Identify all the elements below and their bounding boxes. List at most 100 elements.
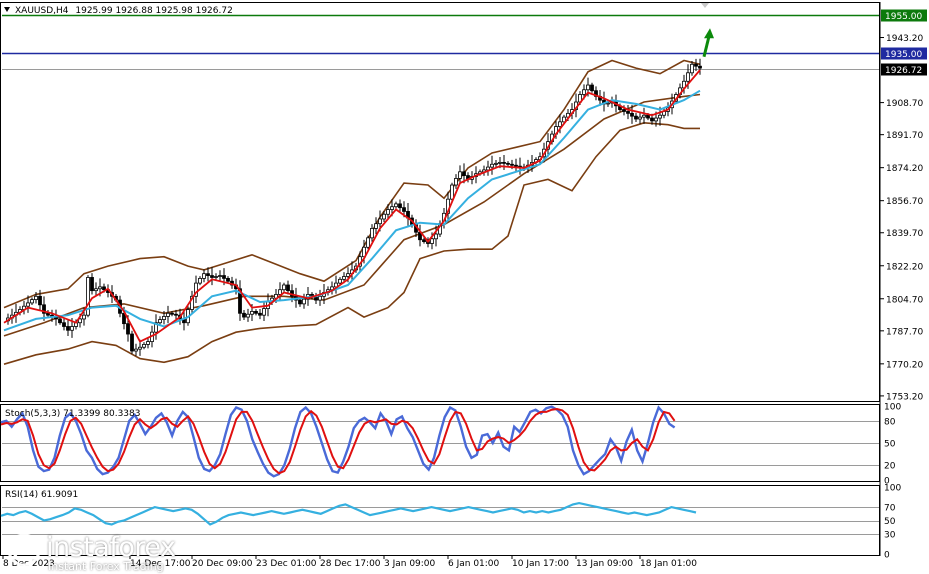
candle: [698, 58, 702, 75]
ohlc-readout: 1925.99 1926.88 1925.98 1926.72: [75, 6, 232, 16]
candle-body: [690, 63, 694, 74]
svg-text:XAUUSD,H4 1925.99 1926.88: XAUUSD,H4 1925.99 1926.88 1925.98 1926.7…: [15, 6, 233, 16]
stoch-signal-line: [0, 407, 676, 475]
chart-shift-marker-icon[interactable]: [701, 3, 709, 8]
candle-body: [498, 161, 502, 164]
candle-body: [98, 286, 102, 290]
rsi-line: [0, 501, 697, 526]
candle: [58, 316, 62, 325]
candle-body: [66, 326, 70, 331]
candle-body: [646, 114, 650, 119]
logo-tagline: Instant Forex Trading: [48, 560, 164, 573]
rsi-panel[interactable]: [0, 485, 880, 556]
candle: [694, 58, 698, 72]
candle-body: [262, 308, 266, 316]
price-tick-label: 1822.20: [886, 262, 923, 272]
candle-body: [490, 163, 494, 168]
candle-body: [130, 333, 134, 352]
candle-body: [558, 121, 562, 127]
candle-body: [202, 273, 206, 279]
candle: [254, 309, 258, 316]
candle-body: [62, 322, 66, 327]
time-tick-label: 10 Jan 17:00: [512, 559, 569, 569]
candle: [190, 290, 194, 315]
candle-body: [222, 275, 226, 279]
candle-body: [386, 209, 390, 215]
price-tick-label: 1874.20: [886, 164, 923, 174]
candle-body: [242, 312, 246, 318]
logo-name: instaforex: [46, 532, 176, 563]
candle: [62, 318, 66, 331]
candle: [154, 314, 158, 340]
candle-body: [58, 318, 62, 324]
level-tag-1955.00: [881, 9, 927, 22]
candle-body: [586, 84, 590, 91]
candle-body: [258, 312, 262, 316]
candle-body: [506, 162, 510, 165]
candle-body: [38, 295, 42, 306]
up-arrow-head: [704, 28, 714, 39]
candle: [590, 82, 594, 93]
candle: [34, 291, 38, 304]
candle-body: [338, 278, 342, 284]
candle-body: [134, 348, 138, 352]
candle: [454, 174, 458, 189]
candle-body: [78, 318, 82, 324]
price-tick-label: 1943.20: [886, 34, 923, 44]
candle: [494, 160, 498, 168]
candle-body: [422, 239, 426, 243]
time-tick-label: 6 Jan 01:00: [448, 559, 500, 569]
candle: [434, 225, 438, 247]
candle: [246, 308, 250, 322]
rsi-tick-label: 30: [884, 530, 896, 540]
candle: [634, 112, 638, 122]
candle-body: [238, 288, 242, 314]
candle-body: [630, 112, 634, 117]
candle-body: [686, 72, 690, 82]
candle: [130, 330, 134, 354]
price-tick-label: 1891.70: [886, 131, 923, 141]
candle: [422, 237, 426, 244]
candle-body: [654, 117, 658, 122]
up-arrow-shaft: [702, 35, 711, 58]
symbol-label: XAUUSD,H4: [15, 6, 69, 16]
price-tick-label: 1839.70: [886, 229, 923, 239]
candle: [450, 182, 454, 202]
candle-body: [374, 223, 378, 229]
candle: [206, 267, 210, 282]
candle-body: [514, 164, 518, 167]
time-tick-label: 20 Dec 09:00: [192, 559, 253, 569]
rsi-tick-label: 50: [884, 517, 896, 527]
candle-body: [458, 171, 462, 179]
candle-body: [166, 312, 170, 317]
candle: [318, 289, 322, 306]
candle-body: [382, 213, 386, 220]
candle: [626, 105, 630, 120]
candle: [86, 275, 90, 318]
candle-body: [46, 312, 50, 316]
candle: [382, 210, 386, 222]
candle-body: [154, 322, 158, 333]
stoch-tick-label: 50: [884, 440, 896, 450]
candle-body: [606, 102, 610, 105]
candle: [502, 154, 506, 171]
candle: [278, 282, 282, 302]
candle: [642, 107, 646, 124]
candle: [386, 204, 390, 220]
candle: [174, 309, 178, 320]
time-tick-label: 13 Jan 09:00: [576, 559, 633, 569]
candle-body: [194, 282, 198, 297]
candle: [134, 343, 138, 356]
candle: [282, 282, 286, 292]
candle-body: [450, 184, 454, 200]
candle-body: [146, 341, 150, 345]
candle: [506, 161, 510, 167]
candle-body: [82, 314, 86, 320]
candle-body: [626, 111, 630, 114]
candle: [394, 201, 398, 209]
candle: [66, 320, 70, 337]
candle-body: [390, 206, 394, 210]
candle-body: [342, 276, 346, 280]
candle-body: [398, 203, 402, 209]
